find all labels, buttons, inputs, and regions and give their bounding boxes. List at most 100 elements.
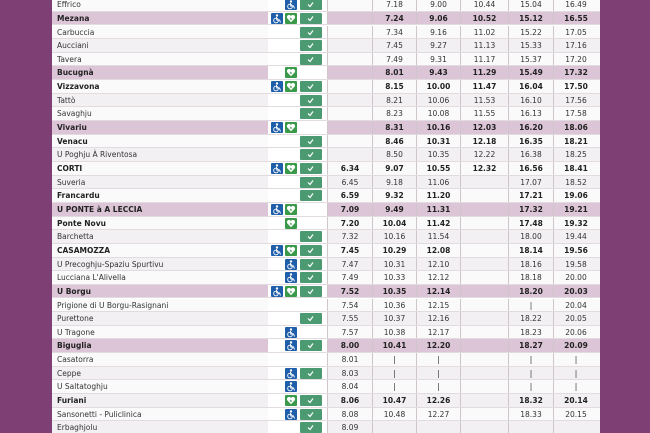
time-cell: 16.10 <box>508 93 553 107</box>
station-name: Tattò <box>57 95 76 105</box>
defibrillator-icon <box>285 163 297 174</box>
time-cell: 17.07 <box>508 175 553 189</box>
time-cell: 19.44 <box>553 230 598 243</box>
icon-column <box>268 353 298 366</box>
station-name: Barchetta <box>57 232 94 242</box>
time-cell: 7.54 <box>327 298 372 312</box>
time-cell: | <box>508 353 553 366</box>
time-cell: 18.23 <box>508 325 553 339</box>
time-cell: 18.14 <box>508 243 553 257</box>
icon-column <box>268 298 298 312</box>
time-cell: 7.24 <box>372 11 416 25</box>
time-cell: 10.38 <box>372 325 416 339</box>
time-cell: 11.20 <box>416 189 460 202</box>
time-cell <box>460 421 508 433</box>
station-name: Ceppe <box>57 368 81 378</box>
time-cell: 8.01 <box>372 66 416 80</box>
time-cell: 10.31 <box>372 257 416 271</box>
time-cell: 16.13 <box>508 107 553 121</box>
time-cell <box>460 175 508 189</box>
wheelchair-icon <box>285 0 297 11</box>
check-icon <box>300 94 322 106</box>
wheelchair-icon <box>271 81 283 93</box>
time-cell <box>327 148 372 161</box>
check-icon <box>300 81 322 93</box>
check-column <box>298 121 327 134</box>
station-row: Francardu 6.59 9.32 11.20 17.21 19.06 <box>52 189 600 203</box>
time-cell: | <box>508 380 553 394</box>
time-cell: 7.52 <box>327 284 372 298</box>
time-cell: 9.49 <box>372 202 416 216</box>
check-icon <box>300 231 322 243</box>
timetable: Effrico 7.18 9.00 10.44 15.04 16.49 Mezana 7.24… <box>52 0 600 433</box>
time-cell: 10.16 <box>372 230 416 243</box>
time-cell: 12.08 <box>416 243 460 257</box>
time-cell: 8.00 <box>327 339 372 353</box>
station-row: Savaghju 8.23 10.08 11.55 16.13 17.58 <box>52 107 600 122</box>
station-name: Carbuccia <box>57 27 95 37</box>
time-cell: 10.35 <box>416 148 460 161</box>
time-cell <box>460 353 508 366</box>
time-cell: 17.21 <box>508 189 553 202</box>
wheelchair-icon <box>285 272 297 284</box>
time-cell: 12.17 <box>416 325 460 339</box>
icon-column <box>268 189 298 202</box>
station-row: Suveria 6.45 9.18 11.06 17.07 18.52 <box>52 175 600 190</box>
time-cell: 10.33 <box>372 271 416 284</box>
station-row: Sansonetti - Puliclinica 8.08 10.48 12.27 18… <box>52 407 600 422</box>
icon-column <box>268 39 298 52</box>
check-column <box>298 353 327 366</box>
station-name: Ponte Novu <box>57 218 106 228</box>
time-cell: 20.15 <box>553 407 598 421</box>
station-row: U Precoghju-Spaziu Spurtivu 7.47 10.31 12.1… <box>52 257 600 272</box>
time-cell: 10.37 <box>372 312 416 325</box>
time-cell: 12.18 <box>460 134 508 148</box>
icon-column <box>268 107 298 121</box>
time-cell: 10.31 <box>416 134 460 148</box>
station-row: Tavera 7.49 9.31 11.17 15.37 17.20 <box>52 52 600 67</box>
check-icon <box>300 244 322 256</box>
defibrillator-icon <box>285 285 297 297</box>
time-cell: 18.33 <box>508 407 553 421</box>
wheelchair-icon <box>285 367 297 379</box>
time-cell: 6.45 <box>327 175 372 189</box>
station-name: Suveria <box>57 177 86 187</box>
station-row: Venacu 8.46 10.31 12.18 16.35 18.21 <box>52 134 600 149</box>
time-cell: 7.57 <box>327 325 372 339</box>
time-cell <box>460 339 508 353</box>
station-row: Biguglia 8.00 10.41 12.20 18.27 20.09 <box>52 339 600 354</box>
wheelchair-icon <box>271 285 283 297</box>
station-name: U PONTE à A LECCIA <box>57 204 143 214</box>
time-cell: 11.29 <box>460 66 508 80</box>
check-column <box>298 216 327 230</box>
time-cell: 8.03 <box>327 366 372 380</box>
time-cell: 10.55 <box>416 162 460 175</box>
time-cell: 10.35 <box>372 284 416 298</box>
time-cell: 10.52 <box>460 11 508 25</box>
time-cell <box>327 52 372 66</box>
station-name: CASAMOZZA <box>57 245 111 255</box>
icon-column <box>268 93 298 107</box>
station-name: Effrico <box>57 0 81 10</box>
icon-column <box>268 148 298 161</box>
time-cell: 9.43 <box>416 66 460 80</box>
check-column <box>298 202 327 216</box>
time-cell: 10.08 <box>416 107 460 121</box>
station-row: Ponte Novu 7.20 10.04 11.42 17.48 19.32 <box>52 216 600 231</box>
time-cell: 10.00 <box>416 80 460 93</box>
station-name: Furiani <box>57 396 87 406</box>
check-icon <box>300 313 322 325</box>
time-cell: 7.20 <box>327 216 372 230</box>
time-cell: 18.41 <box>553 162 598 175</box>
station-name: Vizzavona <box>57 82 100 92</box>
station-row: Tattò 8.21 10.06 11.53 16.10 17.56 <box>52 93 600 108</box>
check-icon <box>300 422 322 433</box>
icon-column <box>268 421 298 433</box>
time-cell: 12.10 <box>416 257 460 271</box>
time-cell: 20.00 <box>553 271 598 284</box>
time-cell: | <box>553 353 598 366</box>
station-row: Vizzavona 8.15 10.00 11.47 16.04 17.50 <box>52 80 600 94</box>
station-name: Bucugnà <box>57 68 94 78</box>
station-name: Aucciani <box>57 41 89 51</box>
